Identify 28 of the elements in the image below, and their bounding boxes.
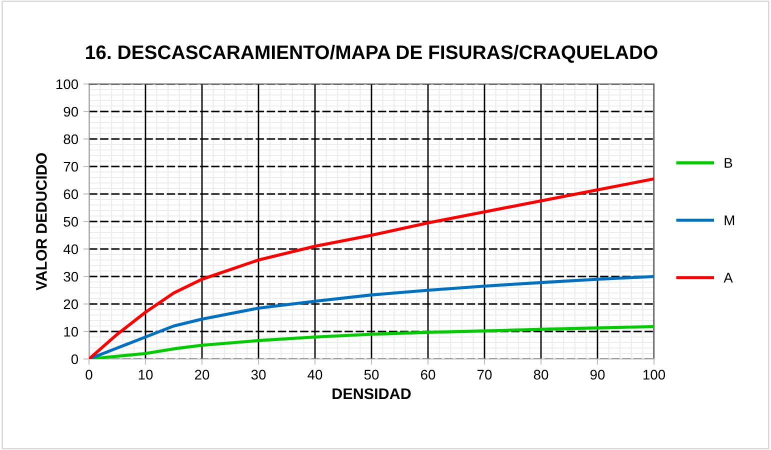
x-tick-label: 90 <box>590 370 605 380</box>
y-tick-label: 100 <box>56 79 78 90</box>
y-tick-label: 20 <box>64 299 78 310</box>
x-tick-label: 0 <box>86 370 92 380</box>
y-tick-label: 10 <box>64 326 78 337</box>
legend-label: M <box>724 216 734 226</box>
y-tick-label: 50 <box>64 216 78 227</box>
legend-label: B <box>724 158 732 168</box>
y-tick-label: 70 <box>64 162 78 172</box>
legend-label: A <box>724 272 733 282</box>
x-tick-label: 40 <box>308 370 322 380</box>
chart-title: 16. DESCASCARAMIENTO/MAPA DE FISURAS/CRAQUELADO <box>86 44 658 63</box>
x-axis-title: DENSIDAD <box>332 388 411 400</box>
x-tick-label: 70 <box>477 370 492 380</box>
x-tick-label: 50 <box>364 370 379 380</box>
x-tick-label: 10 <box>138 370 153 380</box>
y-tick-label: 40 <box>63 244 78 254</box>
y-tick-label: 90 <box>64 106 78 117</box>
x-tick-label: 60 <box>420 370 436 380</box>
y-axis-title: VALOR DEDUCIDO <box>36 153 47 290</box>
x-tick-label: 30 <box>251 370 266 380</box>
y-tick-label: 80 <box>64 134 78 144</box>
y-tick-label: 60 <box>64 189 78 200</box>
x-tick-label: 20 <box>194 370 210 380</box>
x-tick-label: 80 <box>534 370 548 380</box>
x-tick-label: 100 <box>643 370 666 380</box>
y-tick-label: 0 <box>71 354 78 364</box>
y-tick-label: 30 <box>64 272 78 282</box>
